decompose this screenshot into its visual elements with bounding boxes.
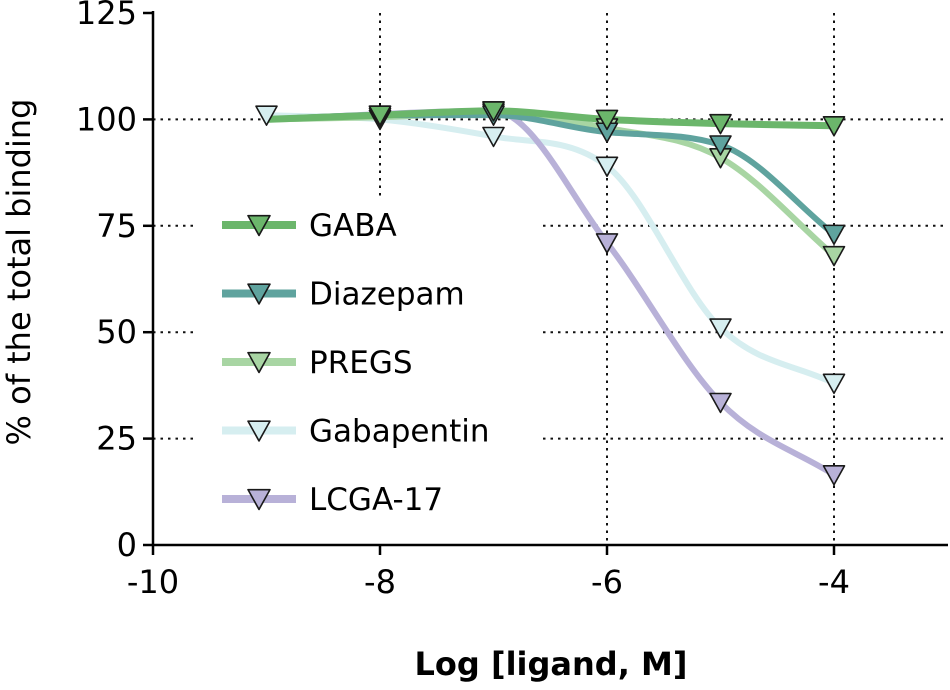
point-gabapentin [709,318,732,339]
legend-marker-lcga-17 [247,488,271,511]
data-points [255,101,846,486]
legend: GABA Diazepam PREGS Gabapentin LCGA-17 [222,208,490,518]
legend-marker-gabapentin [247,420,271,442]
point-lcga-17 [595,233,619,254]
y-tick-label: 25 [96,420,137,458]
point-gabapentin [595,156,619,177]
axes: 0 25 50 75 100 125 -10 -8 -6 -4 [76,0,948,601]
y-tick-label: 100 [76,100,137,138]
legend-label-lcga-17: LCGA-17 [309,482,443,518]
point-gaba [482,101,505,122]
y-tick-label: 0 [117,526,137,564]
legend-label-gaba: GABA [309,208,397,244]
y-axis-title: % of the total binding [0,99,38,446]
legend-label-diazepam: Diazepam [309,277,465,313]
point-gaba [595,109,619,131]
x-tick-label: -8 [364,563,396,601]
curve-gaba [263,107,838,130]
point-gaba [709,113,732,135]
x-tick-label: -10 [127,563,179,601]
point-pregs [822,245,846,267]
point-gabapentin [482,126,505,148]
point-lcga-17 [822,465,846,486]
y-tick-label: 75 [96,207,137,245]
y-tick-label: 125 [76,0,137,32]
point-diazepam [822,224,846,246]
legend-marker-gaba [247,214,271,237]
y-tick-label: 50 [96,313,137,351]
legend-marker-pregs [247,351,271,374]
x-tick-label: -4 [818,563,850,601]
point-gaba [368,105,392,126]
point-gaba [822,116,846,137]
legend-marker-diazepam [247,283,271,305]
point-lcga-17 [709,392,732,414]
point-diazepam [709,135,732,156]
point-gabapentin [255,105,278,126]
legend-label-pregs: PREGS [309,345,413,381]
x-axis-title: Log [ligand, M] [415,645,688,683]
legend-label-gabapentin: Gabapentin [309,414,490,450]
x-tick-label: -6 [591,563,623,601]
point-gabapentin [822,373,846,395]
